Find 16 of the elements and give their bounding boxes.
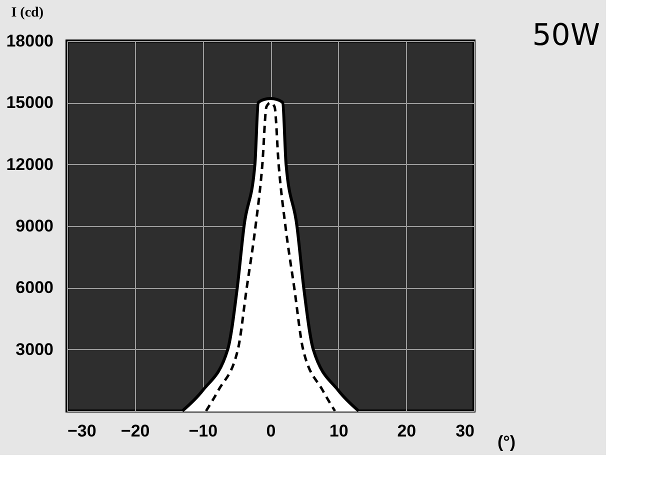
x-tick-label: 10 [329, 422, 348, 440]
y-tick-label: 15000 [6, 93, 54, 112]
y-tick-label: 12000 [6, 154, 54, 174]
y-tick-label: 6000 [16, 278, 54, 298]
x-tick-label: 30 [456, 422, 474, 440]
text: 50W [532, 18, 600, 53]
x-axis-title: (°) [497, 432, 516, 452]
y-tick-label: 3000 [16, 340, 54, 359]
x-tick-label: −30 [68, 422, 96, 440]
x-tick-label: −10 [188, 422, 218, 440]
y-axis-title: I (cd) [11, 6, 44, 20]
x-tick-label: 0 [266, 422, 276, 440]
y-tick-label: 9000 [16, 216, 54, 236]
x-tick-label: 20 [397, 422, 416, 440]
y-tick-label: 18000 [6, 32, 54, 50]
x-tick-label: −20 [120, 422, 150, 440]
